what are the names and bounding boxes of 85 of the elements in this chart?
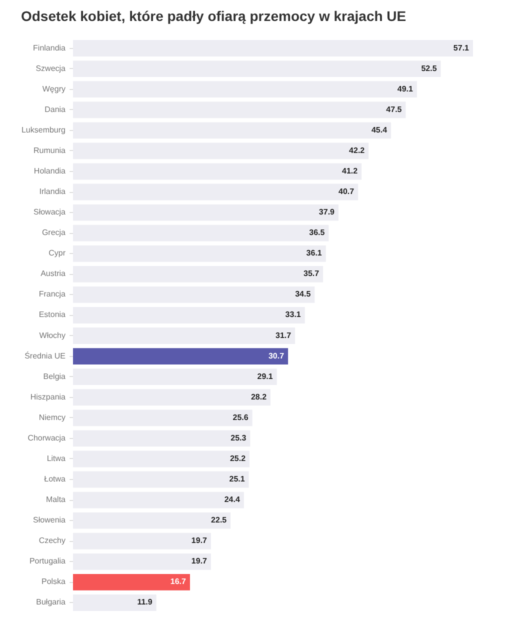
y-tick-label: Niemcy: [38, 412, 66, 422]
data-label: 47.5: [386, 104, 402, 114]
data-label: 19.7: [191, 556, 208, 566]
y-tick-label: Portugalia: [29, 556, 66, 566]
bar: [73, 102, 406, 118]
bar: [73, 81, 417, 98]
y-tick-label: Austria: [40, 269, 66, 278]
bar: [73, 266, 324, 282]
data-label: 57.1: [453, 43, 470, 52]
bar: [73, 512, 231, 529]
data-label: 11.9: [137, 598, 153, 607]
data-label: 52.5: [421, 64, 438, 73]
bar: [73, 389, 271, 406]
chart-title: Odsetek kobiet, które padły ofiarą przemocy w krajach UE: [20, 8, 406, 24]
y-tick-label: Francja: [38, 290, 66, 299]
y-tick-label: Luksemburg: [21, 125, 66, 134]
bar: [73, 450, 250, 468]
y-tick-label: Czechy: [38, 536, 66, 546]
y-tick-label: Włochy: [39, 330, 66, 340]
y-tick-label: Średnia UE: [24, 350, 66, 360]
y-tick-label: Finlandia: [33, 43, 66, 52]
y-tick-label: Litwa: [46, 454, 66, 463]
bar: [73, 286, 315, 303]
bar: [73, 430, 250, 447]
bar: [73, 594, 156, 611]
y-tick-label: Węgry: [42, 84, 66, 94]
y-tick-label: Malta: [46, 495, 66, 504]
data-label: 33.1: [285, 310, 302, 320]
y-tick-label: Belgia: [43, 372, 66, 381]
data-label: 25.1: [229, 474, 246, 484]
bar: [73, 368, 277, 386]
y-tick-label: Szwecja: [36, 64, 66, 73]
data-label: 36.1: [306, 248, 322, 258]
data-label: 24.4: [224, 495, 240, 504]
bar: [73, 245, 326, 262]
data-label: 36.5: [309, 228, 326, 238]
bar: [73, 553, 212, 570]
data-label: 42.2: [349, 146, 366, 155]
bar: [73, 328, 296, 344]
bar: [73, 40, 473, 56]
bar: [73, 60, 441, 78]
bar: [73, 492, 244, 508]
data-label: 31.7: [275, 330, 292, 340]
y-tick-label: Polska: [41, 577, 66, 586]
y-tick-label: Cypr: [48, 248, 66, 258]
bar: [73, 224, 329, 242]
data-label: 49.1: [397, 84, 414, 94]
y-tick-label: Łotwa: [44, 474, 66, 484]
y-tick-label: Irlandia: [39, 187, 66, 196]
y-tick-label: Hiszpania: [30, 392, 66, 402]
bar: [73, 532, 212, 550]
bar: [73, 348, 288, 365]
data-label: 29.1: [257, 372, 274, 381]
y-tick-label: Bułgaria: [36, 598, 66, 607]
y-tick-label: Grecja: [42, 228, 66, 238]
y-tick-label: Rumunia: [33, 146, 66, 155]
bar: [73, 122, 392, 139]
y-tick-label: Estonia: [38, 310, 66, 320]
bar: [73, 574, 190, 590]
bar: [73, 142, 369, 160]
y-tick-label: Holandia: [34, 166, 66, 176]
data-label: 19.7: [191, 536, 208, 546]
data-label: 45.4: [371, 125, 388, 134]
y-tick-label: Chorwacja: [28, 433, 66, 442]
bar: [73, 307, 305, 324]
data-label: 41.2: [342, 166, 358, 176]
y-tick-label: Dania: [44, 104, 66, 114]
y-tick-label: Słowenia: [33, 516, 66, 525]
data-label: 37.9: [318, 208, 336, 217]
data-label: 34.5: [295, 290, 312, 299]
data-label: 25.6: [232, 412, 249, 422]
data-label: 16.7: [170, 577, 187, 586]
data-label: 22.5: [211, 516, 228, 525]
data-label: 35.7: [304, 269, 320, 278]
data-label: 28.2: [250, 392, 268, 402]
bar: [73, 471, 249, 488]
bar: [73, 163, 362, 180]
data-label: 30.7: [268, 351, 285, 360]
data-label: 40.7: [338, 187, 355, 196]
data-label: 25.3: [230, 433, 247, 442]
bar: [73, 410, 252, 426]
data-label: 25.2: [230, 454, 246, 463]
y-tick-label: Słowacja: [33, 208, 66, 217]
bar: [73, 184, 358, 200]
bar: [73, 204, 338, 221]
